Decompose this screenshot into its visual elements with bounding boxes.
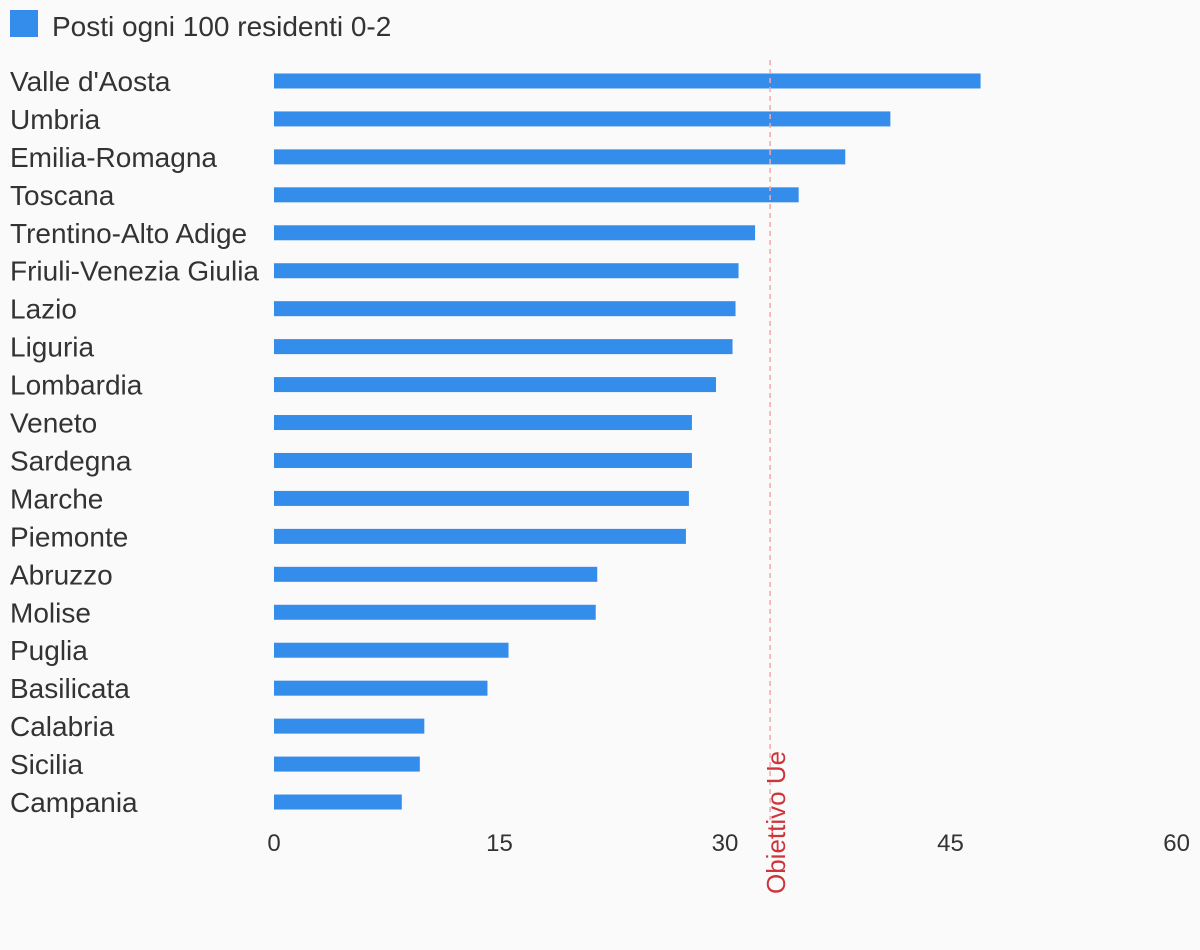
x-tick-label: 60: [1163, 830, 1190, 857]
bar: [274, 490, 689, 506]
category-label: Abruzzo: [10, 559, 113, 590]
bar: [274, 149, 846, 165]
bar: [274, 187, 799, 203]
category-label: Sicilia: [10, 749, 84, 780]
bar: [274, 377, 716, 393]
bar: [274, 528, 686, 544]
category-label: Piemonte: [10, 521, 128, 552]
x-tick-label: 30: [712, 830, 739, 857]
x-tick-label: 45: [937, 830, 964, 857]
category-label: Sardegna: [10, 445, 132, 476]
bar: [274, 73, 981, 89]
x-axis-ticks: 0 15 30 45 60: [267, 830, 1190, 857]
bars: [274, 73, 981, 810]
bar: [274, 301, 736, 317]
category-label: Molise: [10, 597, 91, 628]
category-label: Liguria: [10, 332, 94, 363]
category-label: Valle d'Aosta: [10, 66, 171, 97]
x-tick-label: 0: [267, 830, 280, 857]
category-label: Friuli-Venezia Giulia: [10, 256, 259, 287]
reference-line-group: Obiettivo Ue: [761, 60, 791, 894]
category-label: Lazio: [10, 294, 77, 325]
category-label: Trentino-Alto Adige: [10, 218, 247, 249]
category-label: Puglia: [10, 635, 88, 666]
legend: Posti ogni 100 residenti 0-2: [10, 10, 391, 42]
category-label: Veneto: [10, 408, 97, 439]
category-label: Marche: [10, 483, 103, 514]
bar: [274, 718, 425, 734]
bar: [274, 642, 509, 658]
x-tick-label: 15: [486, 830, 513, 857]
category-label: Lombardia: [10, 370, 143, 401]
bar: [274, 263, 739, 279]
bar: [274, 604, 596, 620]
reference-line-label: Obiettivo Ue: [761, 751, 791, 894]
bar: [274, 566, 598, 582]
bar: [274, 756, 420, 772]
bar: [274, 794, 402, 810]
category-label: Emilia-Romagna: [10, 142, 217, 173]
bar: [274, 452, 692, 468]
category-label: Toscana: [10, 180, 115, 211]
legend-swatch: [10, 10, 38, 37]
category-label: Basilicata: [10, 673, 130, 704]
legend-label: Posti ogni 100 residenti 0-2: [52, 11, 391, 42]
bar: [274, 225, 756, 241]
category-label: Calabria: [10, 711, 115, 742]
category-label: Campania: [10, 787, 138, 818]
bar: [274, 680, 488, 696]
category-labels: Valle d'Aosta Umbria Emilia-Romagna Toscana…: [10, 66, 259, 818]
category-label: Umbria: [10, 104, 101, 135]
bar: [274, 339, 733, 355]
bar: [274, 415, 692, 431]
bar: [274, 111, 891, 127]
